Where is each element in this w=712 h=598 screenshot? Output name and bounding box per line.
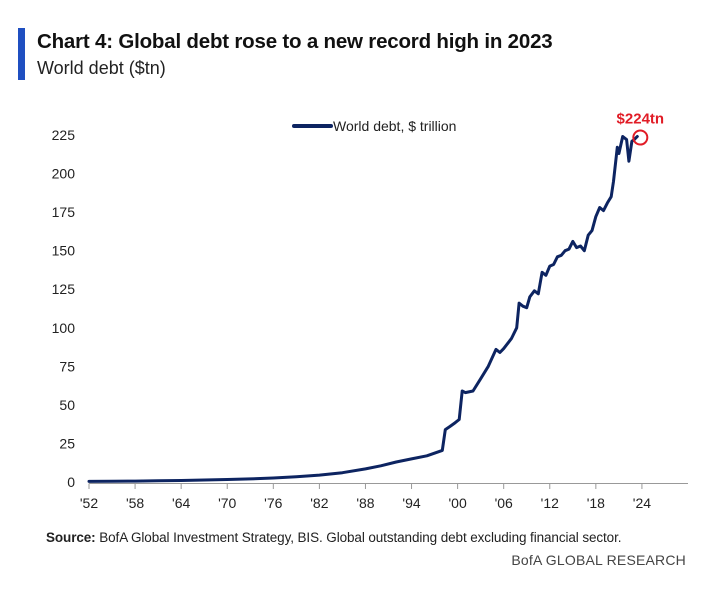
x-axis-ticks: [88, 483, 643, 489]
chart-title: Chart 4: Global debt rose to a new recor…: [37, 30, 553, 53]
x-tick-label-'52: '52: [80, 495, 98, 511]
brand-label: BofA GLOBAL RESEARCH: [511, 552, 686, 568]
series-line-world-debt: [87, 135, 639, 483]
annotation-latest-value: $224tn: [617, 111, 665, 146]
legend-label-world-debt: World debt, $ trillion: [333, 118, 456, 134]
x-tick-label-'76: '76: [264, 495, 282, 511]
annotation-label: $224tn: [617, 111, 665, 128]
x-tick-label-'88: '88: [356, 495, 374, 511]
source-text: BofA Global Investment Strategy, BIS. Gl…: [95, 530, 622, 545]
y-tick-label-100: 100: [52, 320, 76, 336]
x-tick-label-'12: '12: [541, 495, 559, 511]
y-tick-label-50: 50: [59, 397, 75, 413]
y-tick-label-225: 225: [52, 127, 76, 143]
y-axis-tick-labels: 0 25 50 75 100 125 150 175 200 225: [52, 127, 76, 490]
title-accent-bar: [18, 28, 25, 80]
x-tick-label-'58: '58: [126, 495, 144, 511]
x-tick-label-'24: '24: [633, 495, 651, 511]
chart-subtitle: World debt ($tn): [37, 58, 166, 78]
y-tick-label-75: 75: [59, 358, 75, 374]
chart-legend: World debt, $ trillion: [292, 118, 456, 134]
x-tick-label-'82: '82: [310, 495, 328, 511]
x-axis-tick-labels: '52 '58 '64 '70 '76 '82 '88 '94 '00 '06 '12 '18 '24: [80, 495, 651, 511]
x-tick-label-'94: '94: [402, 495, 420, 511]
y-tick-label-125: 125: [52, 281, 76, 297]
x-tick-label-'00: '00: [448, 495, 466, 511]
x-tick-label-'18: '18: [587, 495, 605, 511]
y-tick-label-150: 150: [52, 243, 76, 259]
source-note: Source: BofA Global Investment Strategy,…: [46, 530, 622, 545]
y-tick-label-175: 175: [52, 204, 76, 220]
y-tick-label-25: 25: [59, 435, 75, 451]
y-tick-label-200: 200: [52, 166, 76, 182]
x-tick-label-'64: '64: [172, 495, 190, 511]
annotation-marker-circle: [632, 129, 649, 146]
x-tick-label-'06: '06: [495, 495, 513, 511]
source-label: Source:: [46, 530, 96, 545]
x-tick-label-'70: '70: [218, 495, 236, 511]
y-tick-label-0: 0: [67, 474, 75, 490]
